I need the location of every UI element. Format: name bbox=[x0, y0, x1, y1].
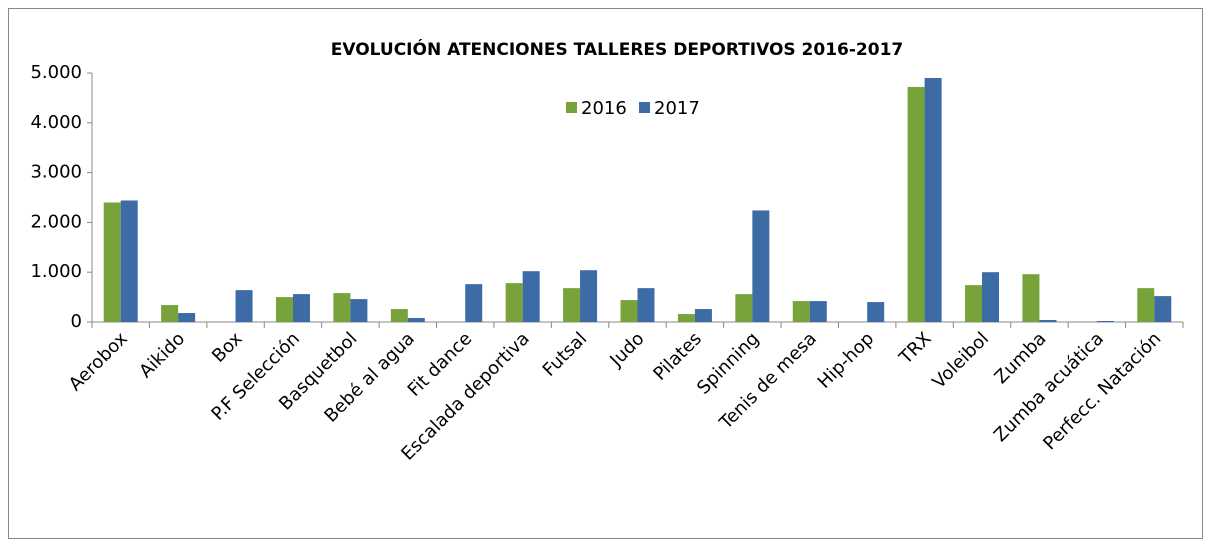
bar bbox=[677, 314, 695, 322]
bar bbox=[792, 301, 810, 322]
bar bbox=[505, 283, 523, 322]
legend-label: 2016 bbox=[581, 98, 627, 119]
bar bbox=[350, 299, 368, 322]
chart-title: EVOLUCIÓN ATENCIONES TALLERES DEPORTIVOS… bbox=[331, 38, 904, 60]
legend-swatch bbox=[639, 102, 650, 113]
y-tick-label: 3.000 bbox=[30, 162, 82, 183]
bar bbox=[924, 77, 942, 322]
bar bbox=[407, 318, 425, 322]
chart-frame bbox=[8, 8, 1203, 539]
bar bbox=[809, 301, 827, 322]
bar bbox=[390, 309, 408, 322]
bar bbox=[907, 86, 925, 322]
bar bbox=[965, 285, 983, 322]
bar bbox=[752, 210, 770, 322]
bar bbox=[1154, 296, 1172, 322]
bar bbox=[235, 290, 253, 322]
bar bbox=[982, 272, 1000, 322]
bar bbox=[465, 284, 483, 322]
bar bbox=[120, 200, 138, 322]
bar bbox=[522, 271, 540, 322]
bar bbox=[292, 294, 310, 322]
bar bbox=[1096, 321, 1114, 322]
bar bbox=[735, 294, 753, 322]
bar bbox=[275, 297, 293, 322]
bar bbox=[580, 270, 598, 322]
bar bbox=[563, 288, 581, 322]
bar bbox=[103, 202, 121, 322]
y-tick-label: 1.000 bbox=[30, 261, 82, 282]
y-tick-label: 0 bbox=[71, 311, 82, 332]
y-tick-label: 4.000 bbox=[30, 112, 82, 133]
bar bbox=[637, 288, 655, 322]
bar bbox=[161, 305, 179, 322]
legend-label: 2017 bbox=[654, 98, 700, 119]
bar bbox=[178, 313, 196, 322]
bar bbox=[867, 302, 885, 322]
bar bbox=[1137, 288, 1155, 322]
legend-swatch bbox=[566, 102, 577, 113]
bar bbox=[620, 300, 638, 322]
bar bbox=[1039, 320, 1057, 322]
bar bbox=[694, 309, 712, 322]
bar bbox=[1022, 274, 1040, 322]
y-tick-label: 5.000 bbox=[30, 62, 82, 83]
y-tick-label: 2.000 bbox=[30, 211, 82, 232]
bar bbox=[333, 293, 351, 322]
